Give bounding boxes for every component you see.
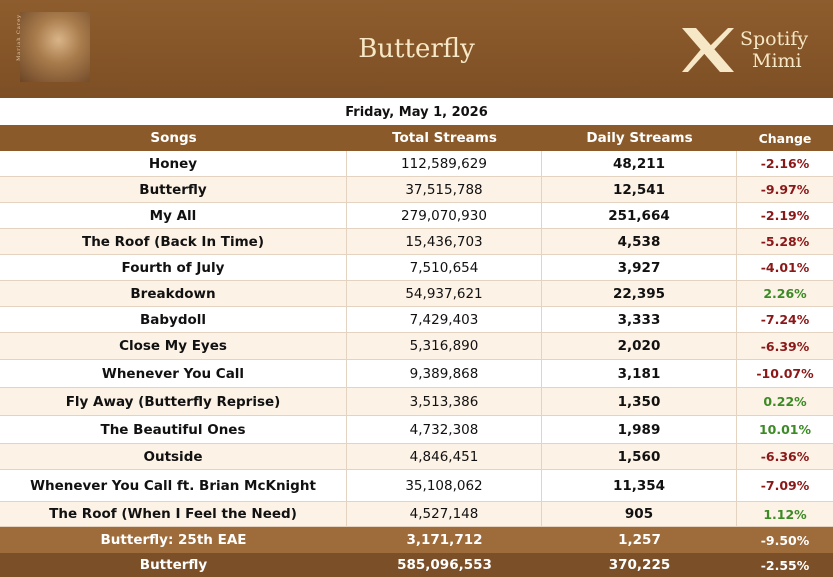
album-cover [20, 12, 90, 82]
table-cell: 37,515,788 [347, 177, 542, 202]
brand-line: Mimi [752, 50, 802, 72]
title: Butterfly [358, 34, 475, 64]
table-cell: 3,333 [542, 307, 737, 332]
table-row: The Roof (Back In Time) 15,436,703 4,538 -5… [0, 229, 833, 255]
table-cell: -5.28% [760, 234, 810, 249]
table-cell: 4,732,308 [347, 416, 542, 443]
table-cell: -7.24% [760, 312, 810, 327]
table-row: Fly Away (Butterfly Reprise) 3,513,386 1,3… [0, 388, 833, 416]
table-row: Fourth of July 7,510,654 3,927 -4.01% [0, 255, 833, 281]
table-cell: My All [0, 203, 347, 228]
table-cell: 3,513,386 [347, 388, 542, 415]
table-row: Butterfly 37,515,788 12,541 -9.97% [0, 177, 833, 203]
table-cell: Babydoll [0, 307, 347, 332]
table-row: Whenever You Call ft. Brian McKnight 35,1… [0, 470, 833, 502]
table-cell: -7.09% [760, 478, 810, 493]
table-cell: Outside [0, 444, 347, 469]
table-cell: -9.97% [760, 182, 810, 197]
table-cell: Change [758, 130, 812, 146]
table-cell: 279,070,930 [347, 203, 542, 228]
table-row: Honey 112,589,629 48,211 -2.16% [0, 151, 833, 177]
x-logo [682, 28, 734, 72]
table-cell: 1.12% [763, 506, 807, 522]
table-cell: 10.01% [758, 422, 812, 437]
table-cell: 4,846,451 [347, 444, 542, 469]
table-cell: 54,937,621 [347, 281, 542, 306]
table-cell: -10.07% [756, 366, 814, 381]
table-cell: 2.26% [763, 286, 807, 301]
table-cell: Songs [150, 130, 197, 146]
table-cell: 2,020 [542, 333, 737, 359]
table-cell: The Roof (Back In Time) [0, 229, 347, 254]
table-cell: Honey [0, 151, 347, 176]
table-cell: 3,181 [542, 360, 737, 387]
table-cell: Close My Eyes [0, 333, 347, 359]
table-cell: 370,225 [608, 557, 671, 573]
brand-line: Spotify [740, 28, 809, 50]
table-row: My All 279,070,930 251,664 -2.19% [0, 203, 833, 229]
table-cell: 905 [542, 502, 737, 526]
table-cell: -6.36% [760, 449, 810, 464]
table-cell: Whenever You Call ft. Brian McKnight [0, 470, 347, 501]
table-cell: 11,354 [542, 470, 737, 501]
date: Friday, May 1, 2026 [345, 105, 488, 120]
table-cell: Butterfly [0, 177, 347, 202]
table-cell: The Roof (When I Feel the Need) [0, 502, 347, 526]
table-cell: -2.19% [760, 208, 810, 223]
table-row: Babydoll 7,429,403 3,333 -7.24% [0, 307, 833, 333]
table: Songs Total Streams Daily Streams Change Hon… [0, 125, 833, 577]
table-cell: Butterfly [139, 557, 208, 573]
table-cell: 0.22% [763, 394, 807, 409]
table-cell: 35,108,062 [347, 470, 542, 501]
table-cell: The Beautiful Ones [0, 416, 347, 443]
table-cell: 9,389,868 [347, 360, 542, 387]
table-cell: 112,589,629 [347, 151, 542, 176]
table-cell: 4,527,148 [347, 502, 542, 526]
table-row: Butterfly 585,096,553 370,225 -2.55% [0, 553, 833, 577]
table-cell: Daily Streams [586, 130, 693, 146]
table-cell: Whenever You Call [0, 360, 347, 387]
table-cell: 251,664 [542, 203, 737, 228]
table-cell: -4.01% [760, 260, 810, 275]
table-cell: 7,510,654 [347, 255, 542, 280]
table-row: Butterfly: 25th EAE 3,171,712 1,257 -9.50% [0, 527, 833, 553]
table-cell: Fly Away (Butterfly Reprise) [0, 388, 347, 415]
table-cell: -9.50% [760, 532, 810, 548]
table-cell: 1,560 [542, 444, 737, 469]
table-row: Songs Total Streams Daily Streams Change [0, 125, 833, 151]
table-row: Close My Eyes 5,316,890 2,020 -6.39% [0, 333, 833, 360]
table-cell: -6.39% [760, 338, 810, 354]
table-cell: 1,989 [542, 416, 737, 443]
table-cell: 3,171,712 [406, 532, 483, 548]
table-cell: Total Streams [392, 130, 497, 146]
table-row: The Roof (When I Feel the Need) 4,527,148… [0, 502, 833, 527]
table-row: Breakdown 54,937,621 22,395 2.26% [0, 281, 833, 307]
table-cell: -2.55% [760, 557, 810, 573]
header: Mariah Carey Butterfly Spotify Mimi [0, 0, 833, 98]
table-cell: 585,096,553 [397, 557, 492, 573]
table-cell: 48,211 [542, 151, 737, 176]
table-row: The Beautiful Ones 4,732,308 1,989 10.01% [0, 416, 833, 444]
table-cell: Butterfly: 25th EAE [100, 532, 247, 548]
table-cell: 4,538 [542, 229, 737, 254]
table-cell: -2.16% [760, 156, 810, 171]
table-cell: 15,436,703 [347, 229, 542, 254]
table-cell: 1,257 [618, 532, 661, 548]
table-cell: 7,429,403 [347, 307, 542, 332]
table-cell: 1,350 [542, 388, 737, 415]
table-cell: 5,316,890 [347, 333, 542, 359]
table-cell: 3,927 [542, 255, 737, 280]
table-row: Outside 4,846,451 1,560 -6.36% [0, 444, 833, 470]
table-row: Whenever You Call 9,389,868 3,181 -10.07% [0, 360, 833, 388]
table-cell: 22,395 [542, 281, 737, 306]
table-cell: Fourth of July [0, 255, 347, 280]
table-cell: Breakdown [0, 281, 347, 306]
table-cell: 12,541 [542, 177, 737, 202]
